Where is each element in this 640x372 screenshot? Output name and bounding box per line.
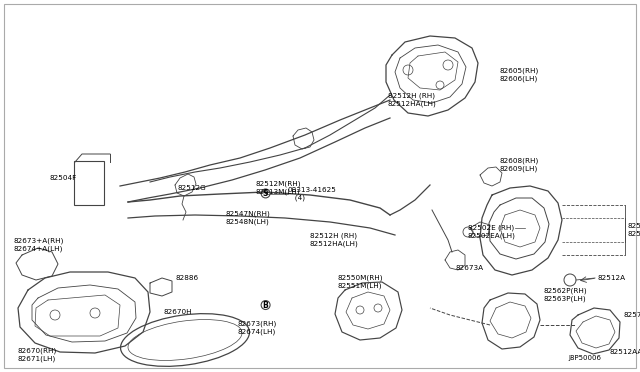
Text: 82502(RH)
82503(LH): 82502(RH) 82503(LH) [628, 223, 640, 237]
Text: 82670H: 82670H [163, 309, 191, 315]
Text: 82605(RH)
82606(LH): 82605(RH) 82606(LH) [500, 68, 540, 82]
Text: 82512H (RH)
82512HA(LH): 82512H (RH) 82512HA(LH) [310, 233, 359, 247]
Text: S: S [263, 189, 268, 198]
Text: 82886: 82886 [175, 275, 198, 281]
Text: 82608(RH)
82609(LH): 82608(RH) 82609(LH) [500, 158, 540, 172]
Text: 82673+A(RH)
82674+A(LH): 82673+A(RH) 82674+A(LH) [14, 238, 65, 252]
Text: J8P50006: J8P50006 [568, 355, 601, 361]
Text: 82504F: 82504F [50, 175, 77, 181]
Text: 82512AA: 82512AA [610, 349, 640, 355]
Text: 82502E (RH)
82502EA(LH): 82502E (RH) 82502EA(LH) [468, 225, 516, 239]
Text: 82550M(RH)
82551M(LH): 82550M(RH) 82551M(LH) [338, 275, 383, 289]
Text: 82673A: 82673A [455, 265, 483, 271]
Text: 82570M: 82570M [623, 312, 640, 318]
Text: 82673(RH)
82674(LH): 82673(RH) 82674(LH) [238, 321, 277, 335]
Text: 82512M(RH)
82513M(LH): 82512M(RH) 82513M(LH) [255, 181, 301, 195]
Text: 82512A: 82512A [598, 275, 626, 281]
Text: 82670(RH)
82671(LH): 82670(RH) 82671(LH) [18, 348, 57, 362]
Text: 82547N(RH)
82548N(LH): 82547N(RH) 82548N(LH) [226, 211, 271, 225]
Text: 08313-41625
   (4): 08313-41625 (4) [288, 187, 337, 201]
Text: 82512G: 82512G [178, 185, 207, 191]
Text: 82562P(RH)
82563P(LH): 82562P(RH) 82563P(LH) [543, 288, 587, 302]
Text: 82512H (RH)
82512HA(LH): 82512H (RH) 82512HA(LH) [388, 93, 436, 107]
Text: B: B [263, 301, 268, 310]
